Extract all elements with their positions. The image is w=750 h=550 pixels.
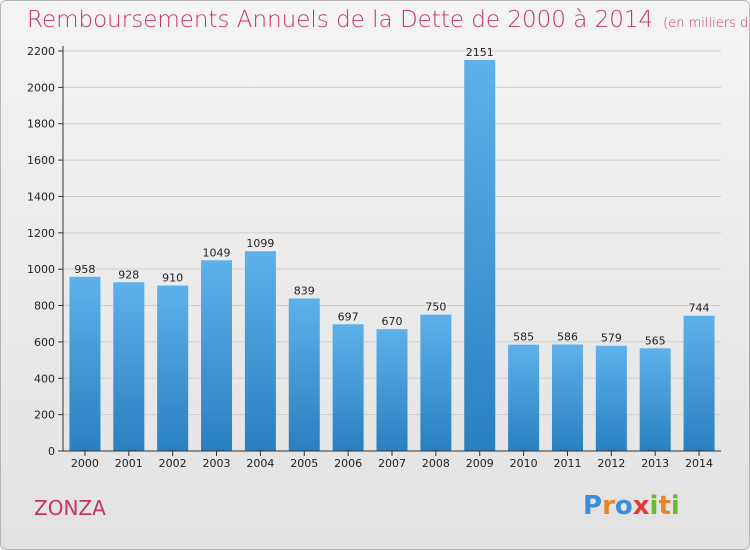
bar-value-label: 697	[338, 310, 359, 323]
proxiti-logo[interactable]: Proxiti	[583, 491, 680, 521]
axis-layer: 0 200 400 600 800 1000 1200 1400 1600 1800 2000 220…	[27, 45, 721, 470]
bar-value-label: 565	[645, 334, 666, 347]
place-name: ZONZA	[34, 496, 106, 520]
logo-letter: t	[658, 491, 671, 521]
bar	[157, 285, 189, 451]
logo-letter: i	[649, 491, 659, 521]
x-tick-label: 2010	[510, 457, 538, 470]
y-tick-label: 1400	[27, 190, 55, 203]
x-tick-label: 2002	[159, 457, 187, 470]
logo-letter: x	[632, 491, 650, 521]
y-tick-label: 1000	[27, 263, 55, 276]
bar-value-label: 839	[294, 284, 315, 297]
x-tick-label: 2014	[685, 457, 713, 470]
bar	[420, 314, 452, 451]
bar	[683, 315, 715, 451]
x-tick-label: 2005	[290, 457, 318, 470]
y-tick-label: 600	[34, 336, 55, 349]
y-tick-label: 200	[34, 409, 55, 422]
bar-value-label: 1049	[203, 246, 231, 259]
bar	[639, 348, 671, 451]
bar-value-label: 586	[557, 330, 578, 343]
y-tick-label: 800	[34, 300, 55, 313]
bar	[508, 344, 540, 451]
y-tick-label: 2200	[27, 45, 55, 58]
y-tick-label: 400	[34, 372, 55, 385]
title-text: Remboursements Annuels de la Dette de 20…	[27, 7, 654, 33]
bar	[595, 345, 627, 451]
bar-value-label: 670	[382, 315, 403, 328]
x-tick-label: 2001	[115, 457, 143, 470]
bar-value-label: 910	[162, 272, 183, 285]
x-tick-label: 2006	[334, 457, 362, 470]
x-tick-label: 2007	[378, 457, 406, 470]
y-tick-label: 1600	[27, 154, 55, 167]
x-tick-label: 2000	[71, 457, 99, 470]
logo-letter: o	[614, 491, 633, 521]
bar	[201, 260, 233, 451]
y-tick-label: 1800	[27, 118, 55, 131]
bar-value-label: 2151	[466, 46, 494, 59]
chart-title: Remboursements Annuels de la Dette de 20…	[27, 7, 749, 33]
y-tick-label: 2000	[27, 81, 55, 94]
y-tick-label: 0	[48, 445, 55, 458]
x-tick-label: 2013	[641, 457, 669, 470]
x-tick-label: 2004	[246, 457, 274, 470]
x-tick-label: 2011	[553, 457, 581, 470]
x-tick-label: 2003	[203, 457, 231, 470]
x-tick-label: 2009	[466, 457, 494, 470]
bar	[332, 324, 364, 451]
bar-value-label: 750	[425, 301, 446, 314]
bar-value-label: 1099	[246, 237, 274, 250]
logo-letter: P	[583, 491, 603, 521]
bar-value-label: 585	[513, 331, 534, 344]
logo-letter: i	[670, 491, 680, 521]
bar	[69, 276, 101, 451]
bars-layer: 958 928 910 1049 1099 839 697 670 750 2151 585 586 5…	[69, 46, 715, 452]
bar	[551, 344, 583, 451]
bar	[464, 59, 496, 452]
bar	[244, 251, 276, 451]
x-tick-label: 2012	[597, 457, 625, 470]
title-unit: (en milliers d'€)	[663, 16, 749, 31]
bar-value-label: 579	[601, 332, 622, 345]
bar	[113, 282, 145, 451]
bar-value-label: 744	[689, 302, 710, 315]
bar	[376, 329, 408, 451]
bar	[288, 298, 320, 451]
x-tick-label: 2008	[422, 457, 450, 470]
y-tick-label: 1200	[27, 227, 55, 240]
bar-value-label: 958	[74, 263, 95, 276]
bar-value-label: 928	[118, 268, 139, 281]
logo-letter: r	[602, 491, 615, 521]
